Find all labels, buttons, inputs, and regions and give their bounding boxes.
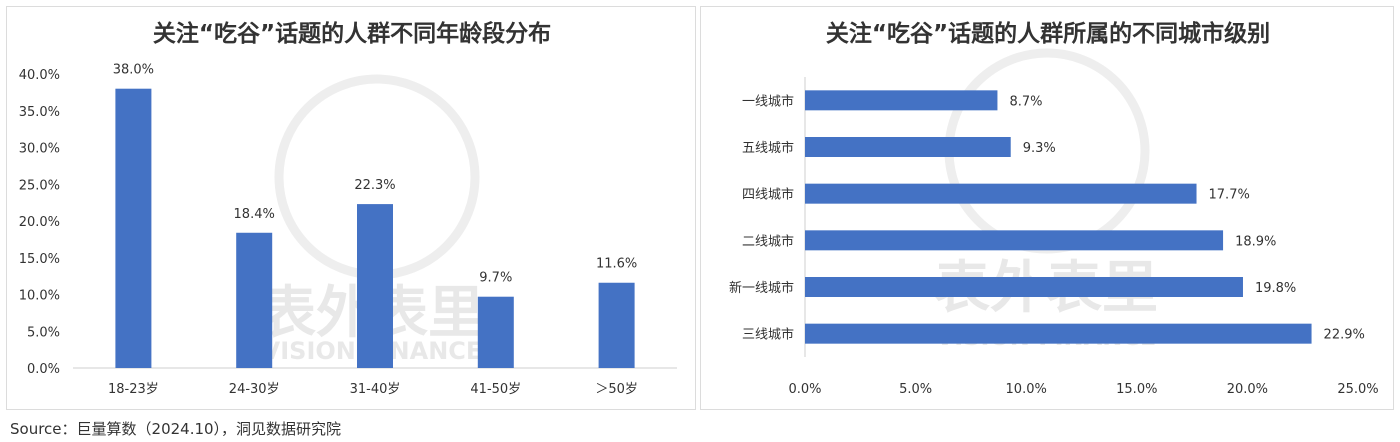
x-tick-label: 24-30岁: [229, 382, 280, 397]
bar: [115, 88, 152, 368]
y-category-label: 一线城市: [742, 93, 794, 109]
y-axis: 0.0% 5.0% 10.0% 15.0% 20.0% 25.0% 30.0% 35.0% 40…: [19, 68, 60, 377]
bar: [236, 232, 273, 368]
y-tick-label: 10.0%: [19, 289, 60, 304]
x-tick-label: 20.0%: [1227, 382, 1268, 397]
y-tick-label: 25.0%: [19, 178, 60, 193]
age-bar-chart: 表外表里 VISION FINANCE 关注“吃谷”话题的人群不同年龄段分布 0…: [19, 20, 677, 397]
y-tick-label: 15.0%: [19, 252, 60, 267]
x-tick-label: 15.0%: [1116, 382, 1157, 397]
bar: [805, 323, 1312, 344]
bar: [805, 90, 998, 111]
data-label: 22.3%: [354, 178, 395, 193]
x-tick-label: ＞50岁: [595, 382, 638, 397]
y-tick-label: 0.0%: [27, 362, 60, 377]
data-label: 9.3%: [1023, 141, 1056, 156]
x-tick-label: 10.0%: [1006, 382, 1047, 397]
data-label: 18.9%: [1235, 234, 1276, 249]
y-tick-label: 30.0%: [19, 142, 60, 157]
x-axis: 18-23岁 24-30岁 31-40岁 41-50岁 ＞50岁: [108, 382, 638, 397]
x-tick-label: 5.0%: [899, 382, 932, 397]
city-chart-panel: 表外表里 VISION FINANCE 关注“吃谷”话题的人群所属的不同城市级别…: [700, 6, 1394, 410]
data-label: 18.4%: [234, 207, 275, 222]
x-tick-label: 0.0%: [788, 382, 821, 397]
bar: [598, 282, 635, 368]
x-tick-label: 18-23岁: [108, 382, 159, 397]
x-tick-label: 25.0%: [1337, 382, 1378, 397]
bar: [805, 183, 1197, 204]
y-tick-label: 40.0%: [19, 68, 60, 83]
y-tick-label: 5.0%: [27, 325, 60, 340]
data-label: 11.6%: [596, 257, 637, 272]
data-label: 8.7%: [1009, 94, 1042, 109]
data-label: 9.7%: [479, 271, 512, 286]
y-tick-label: 35.0%: [19, 105, 60, 120]
y-tick-label: 20.0%: [19, 215, 60, 230]
bar: [805, 137, 1011, 157]
age-chart-panel: 表外表里 VISION FINANCE 关注“吃谷”话题的人群不同年龄段分布 0…: [6, 6, 696, 410]
y-category-label: 三线城市: [742, 327, 794, 343]
chart-title: 关注“吃谷”话题的人群不同年龄段分布: [153, 20, 551, 47]
data-label: 22.9%: [1324, 328, 1365, 343]
chart-title: 关注“吃谷”话题的人群所属的不同城市级别: [826, 20, 1270, 47]
x-tick-label: 31-40岁: [350, 382, 401, 397]
bar: [357, 204, 393, 368]
data-label: 17.7%: [1209, 188, 1250, 203]
bars: 8.7% 9.3% 17.7% 18.9% 19.8% 22.9%: [805, 90, 1365, 344]
bar: [805, 230, 1224, 251]
x-tick-label: 41-50岁: [470, 382, 521, 397]
bar: [477, 296, 514, 368]
y-category-label: 二线城市: [742, 233, 794, 249]
city-bar-chart: 表外表里 VISION FINANCE 关注“吃谷”话题的人群所属的不同城市级别…: [729, 20, 1379, 397]
source-note: Source：巨量算数（2024.10），洞见数据研究院: [10, 420, 342, 438]
y-category-label: 新一线城市: [729, 280, 794, 296]
data-label: 38.0%: [113, 63, 154, 78]
y-category-label: 五线城市: [742, 140, 794, 156]
y-category-label: 四线城市: [742, 187, 794, 203]
bar: [805, 277, 1243, 297]
bars: 38.0% 18.4% 22.3% 9.7% 11.6%: [113, 63, 637, 368]
x-axis: 0.0% 5.0% 10.0% 15.0% 20.0% 25.0%: [788, 382, 1378, 397]
data-label: 19.8%: [1255, 281, 1296, 296]
